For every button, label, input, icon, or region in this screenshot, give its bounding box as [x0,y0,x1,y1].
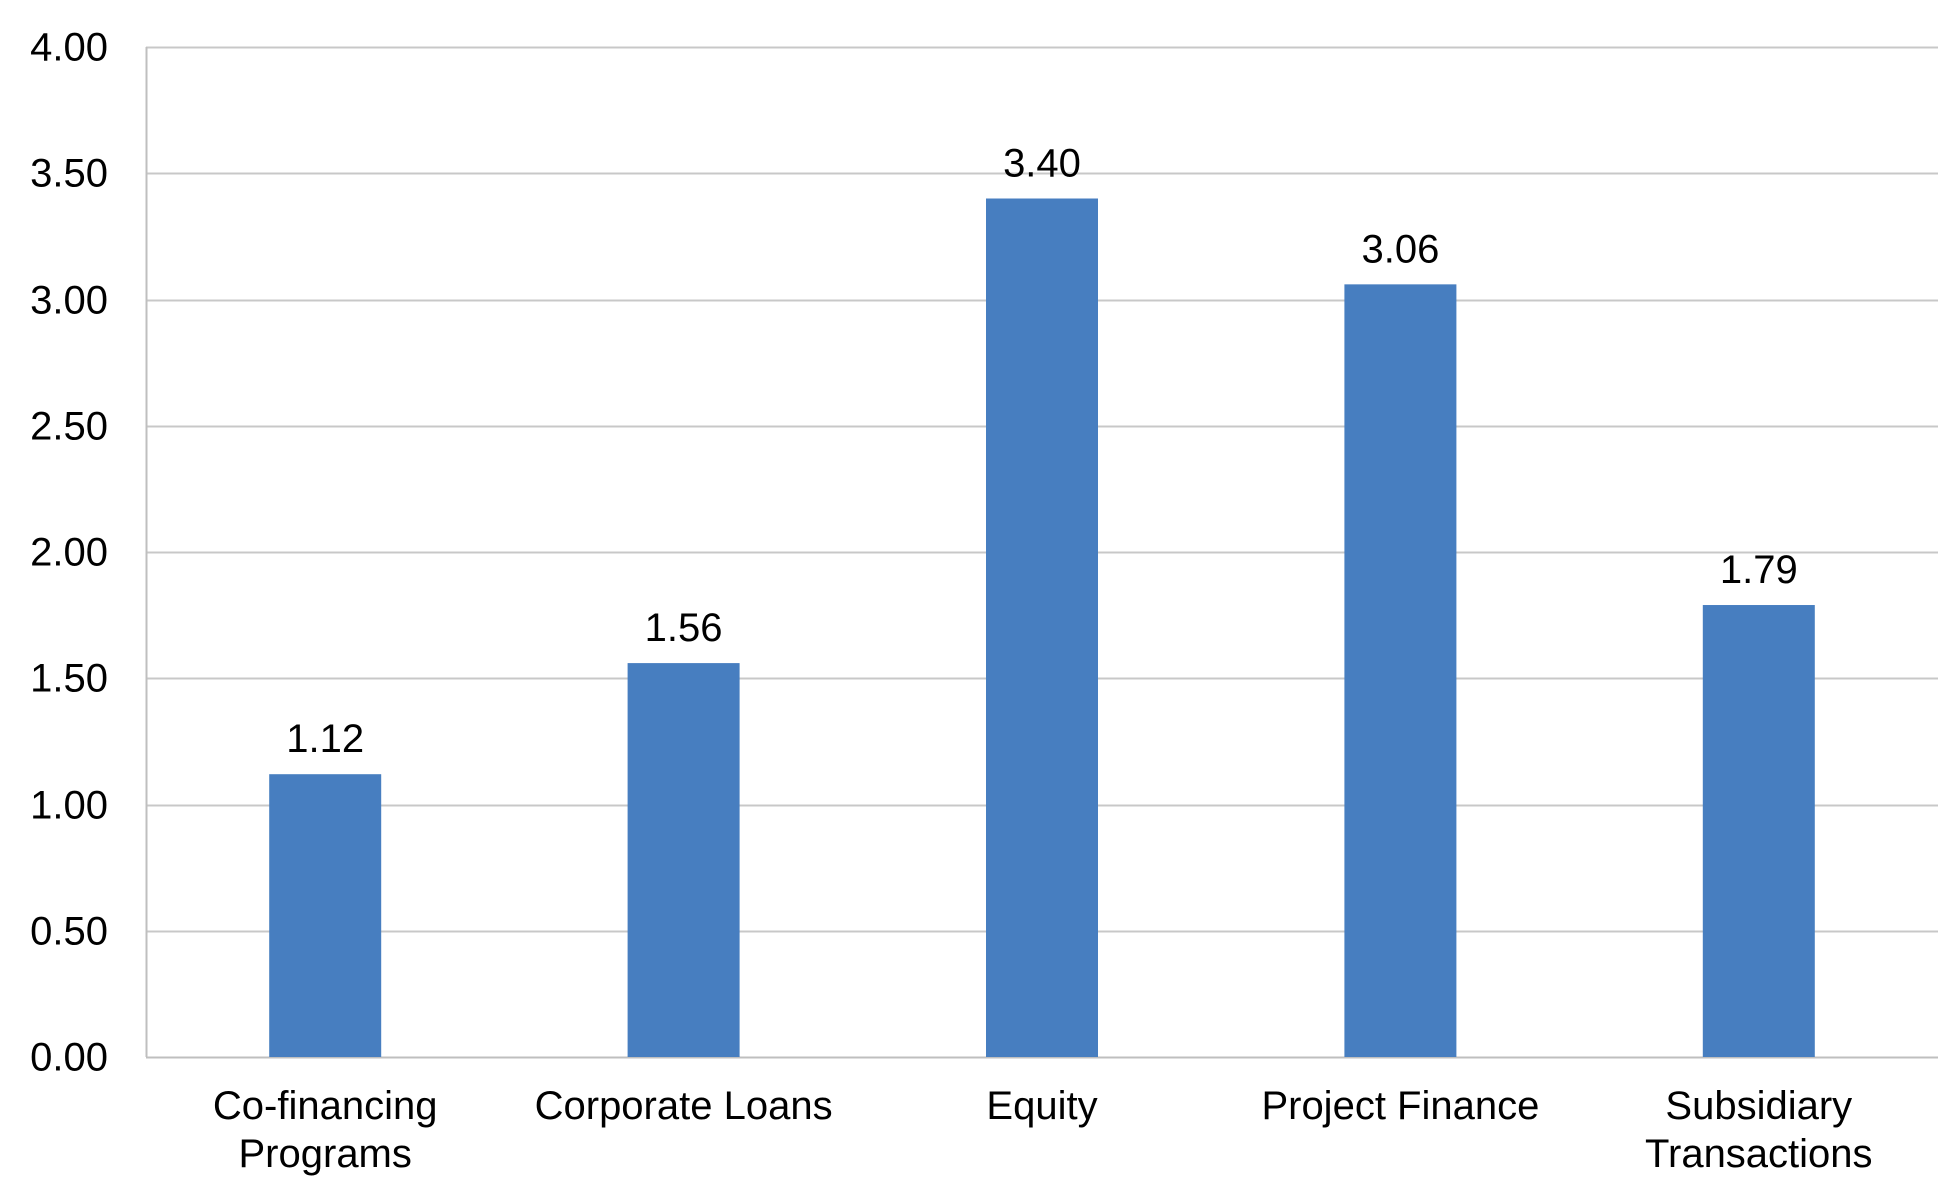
y-axis-ticks: 0.00 0.50 1.00 1.50 2.00 2.50 3.00 3.50 4.00 [30,26,108,1080]
data-label: 1.12 [286,717,364,761]
x-tick-label: Corporate Loans [535,1084,833,1128]
bar [1702,605,1815,1057]
y-tick-label: 0.50 [30,910,108,954]
y-tick-label: 2.50 [30,405,108,449]
y-tick-label: 2.00 [30,531,108,575]
bar [986,198,1098,1057]
y-tick-label: 0.00 [30,1036,108,1080]
y-tick-label: 4.00 [30,26,108,70]
data-label: 3.40 [1003,142,1081,186]
bars [269,198,1815,1058]
x-tick-label: Co-financing Programs [213,1084,438,1176]
data-label: 1.56 [645,606,723,650]
x-tick-label: Equity [986,1084,1097,1128]
bar [269,774,382,1057]
x-axis-ticks: Co-financing Programs Corporate Loans Equit… [213,1084,1873,1176]
x-tick-label: Project Finance [1261,1084,1539,1128]
x-tick-label: Subsidiary Transactions [1645,1084,1873,1176]
y-tick-label: 1.00 [30,784,108,828]
axes [145,47,1938,1059]
data-label: 3.06 [1361,227,1439,271]
data-label: 1.79 [1720,548,1798,592]
y-tick-label: 3.00 [30,279,108,323]
y-tick-label: 1.50 [30,657,108,701]
bar [627,663,740,1057]
data-labels: 1.12 1.56 3.40 3.06 1.79 [286,142,1797,762]
bar [1344,284,1457,1058]
y-tick-label: 3.50 [30,152,108,196]
